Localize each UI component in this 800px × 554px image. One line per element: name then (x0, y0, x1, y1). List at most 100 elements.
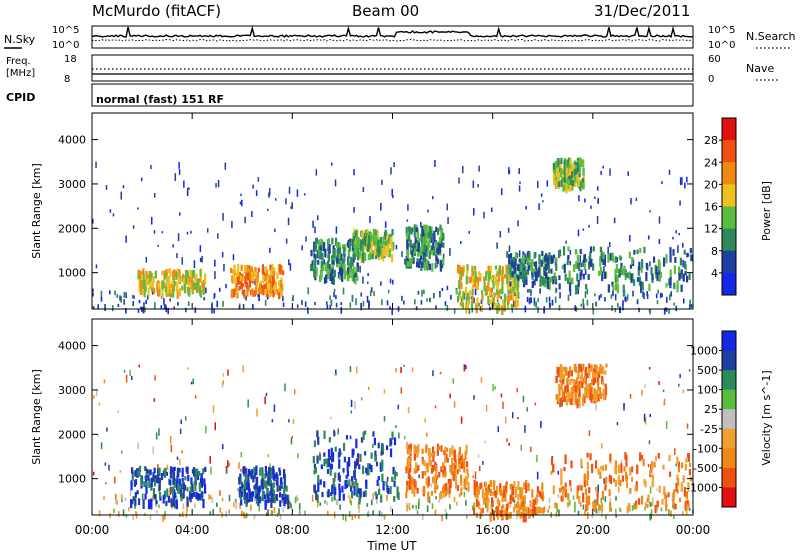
data-cell (262, 478, 265, 488)
nave-tick-bottom: 0 (708, 74, 714, 85)
data-cell (241, 199, 243, 207)
data-cell (575, 261, 578, 269)
data-cell (413, 487, 416, 497)
data-cell (359, 490, 362, 498)
data-cell (363, 430, 367, 435)
data-cell (579, 255, 582, 263)
data-cell (560, 179, 563, 187)
data-cell (502, 504, 505, 509)
data-cell (412, 505, 414, 509)
data-cell (514, 267, 517, 274)
data-cell (608, 241, 611, 248)
data-cell (518, 511, 521, 517)
data-cell (552, 276, 555, 285)
data-cell (417, 444, 420, 453)
data-cell (529, 288, 531, 293)
data-cell (471, 505, 474, 511)
data-cell (536, 454, 538, 462)
data-cell (558, 304, 561, 311)
data-cell (431, 249, 434, 255)
data-cell (188, 276, 191, 285)
data-cell (536, 506, 539, 515)
data-cell (529, 500, 532, 508)
data-cell (341, 485, 344, 493)
data-cell (297, 497, 299, 501)
data-cell (424, 470, 427, 476)
data-cell (677, 478, 680, 487)
data-cell (583, 473, 586, 481)
data-cell (523, 503, 526, 512)
data-cell (389, 438, 392, 447)
data-cell (255, 498, 258, 504)
cpid-value: normal (fast) 151 RF (96, 93, 224, 106)
data-cell (442, 253, 445, 262)
data-cell (384, 245, 387, 252)
data-cell (404, 258, 406, 265)
data-cell (411, 487, 414, 494)
data-cell (592, 501, 595, 511)
data-cell (235, 505, 238, 510)
data-cell (605, 514, 607, 520)
data-cell (442, 232, 445, 241)
data-cell (630, 198, 632, 205)
data-cell (647, 464, 650, 468)
data-cell (349, 262, 353, 272)
data-cell (561, 170, 564, 175)
data-cell (354, 276, 357, 285)
data-cell (424, 418, 426, 423)
data-cell (546, 280, 550, 289)
data-cell (294, 496, 297, 504)
data-cell (603, 478, 605, 484)
data-cell (245, 468, 248, 477)
data-cell (442, 242, 445, 248)
data-cell (92, 218, 94, 224)
data-cell (669, 294, 671, 301)
data-cell (364, 490, 367, 497)
data-cell (380, 450, 383, 456)
data-cell (226, 467, 228, 474)
data-cell (444, 455, 447, 464)
data-cell (335, 302, 338, 308)
data-cell (419, 258, 422, 264)
data-cell (584, 269, 587, 275)
data-cell (601, 490, 605, 501)
data-cell (392, 241, 395, 251)
colorbar-band (722, 184, 736, 207)
data-cell (323, 458, 326, 467)
data-cell (355, 366, 358, 374)
data-cell (682, 475, 685, 483)
data-cell (651, 480, 654, 488)
data-cell (505, 512, 508, 521)
data-cell (429, 297, 432, 303)
data-cell (195, 273, 198, 283)
data-cell (641, 259, 644, 269)
data-cell (331, 255, 334, 265)
data-cell (272, 468, 275, 474)
data-cell (602, 259, 605, 266)
data-cell (521, 270, 525, 276)
data-cell (437, 446, 441, 451)
data-cell (286, 494, 289, 501)
data-cell (465, 476, 469, 485)
data-cell (597, 468, 600, 475)
data-cell (370, 464, 373, 473)
data-cell (594, 460, 598, 469)
data-cell (570, 387, 573, 392)
data-cell (515, 252, 519, 259)
data-cell (353, 251, 356, 260)
data-cell (629, 507, 631, 512)
data-cell (222, 380, 225, 385)
data-cell (165, 269, 168, 277)
data-cell (276, 482, 279, 492)
data-cell (310, 249, 313, 257)
data-cell (158, 492, 162, 499)
data-cell (338, 491, 341, 501)
data-cell (580, 269, 583, 277)
data-cell (614, 480, 618, 487)
data-cell (520, 264, 523, 273)
data-cell (92, 292, 94, 297)
data-cell (256, 493, 259, 500)
data-cell (595, 394, 598, 403)
data-cell (559, 292, 561, 299)
data-cell (171, 280, 174, 286)
